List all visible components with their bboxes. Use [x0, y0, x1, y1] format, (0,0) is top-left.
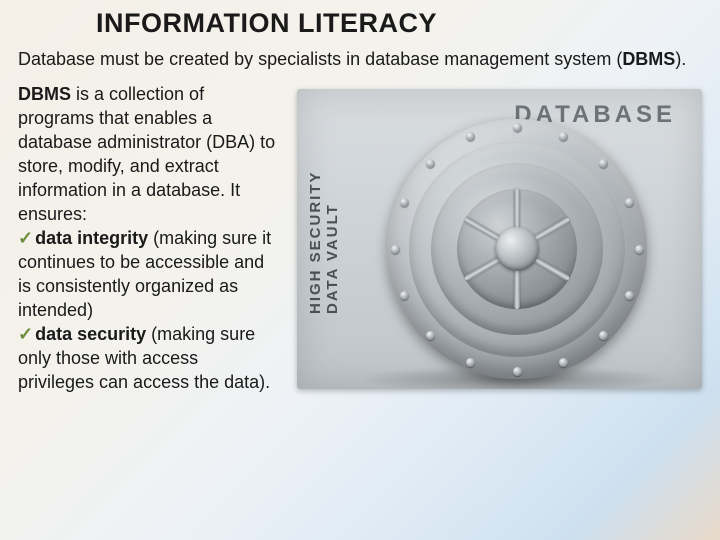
bullet-2: ✓data security (making sure only those w…	[18, 323, 279, 395]
intro-pre: Database must be created by specialists …	[18, 49, 622, 69]
bullet1-bold: data integrity	[35, 228, 148, 248]
vault-image: HIGH SECURITY DATA VAULT DATABASE	[297, 89, 702, 389]
vault-bolt	[391, 245, 400, 254]
vault-bolt	[466, 132, 475, 141]
intro-bold: DBMS	[622, 49, 675, 69]
lead-paragraph: DBMS is a collection of programs that en…	[18, 83, 279, 227]
vault-bolt	[400, 198, 409, 207]
vault-bolt	[466, 358, 475, 367]
slide: INFORMATION LITERACY Database must be cr…	[0, 0, 720, 540]
check-icon: ✓	[18, 324, 33, 344]
vault-side-label: HIGH SECURITY DATA VAULT	[307, 164, 341, 314]
vault-bolt	[559, 358, 568, 367]
text-column: DBMS is a collection of programs that en…	[18, 83, 279, 394]
lead-bold: DBMS	[18, 84, 71, 104]
vault-bolt	[513, 123, 522, 132]
intro-post: ).	[675, 49, 686, 69]
vault-bolt	[599, 159, 608, 168]
image-column: HIGH SECURITY DATA VAULT DATABASE	[297, 83, 702, 394]
vault-bolt	[513, 367, 522, 376]
vault-bolt	[635, 245, 644, 254]
vault-hub	[495, 227, 539, 271]
body-row: DBMS is a collection of programs that en…	[18, 83, 702, 394]
bullet-1: ✓data integrity (making sure it continue…	[18, 227, 279, 323]
lead-rest: is a collection of programs that enables…	[18, 84, 275, 224]
vault-bolt	[426, 159, 435, 168]
slide-title: INFORMATION LITERACY	[96, 8, 702, 39]
check-icon: ✓	[18, 228, 33, 248]
intro-text: Database must be created by specialists …	[18, 47, 702, 71]
vault-door	[387, 119, 647, 379]
bullet2-bold: data security	[35, 324, 146, 344]
vault-bolt	[599, 331, 608, 340]
